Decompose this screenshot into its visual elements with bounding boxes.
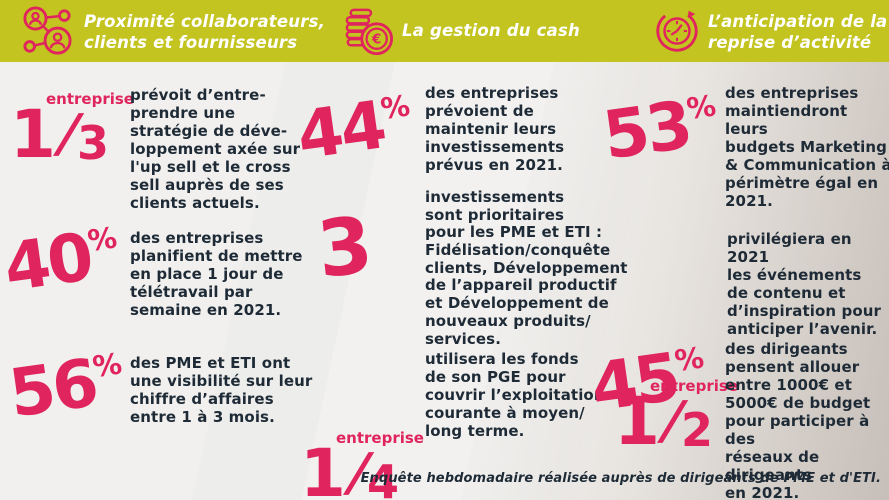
coins-euro-icon: € [345, 8, 394, 56]
percent-sign: % [672, 340, 706, 379]
stat-value-one-third: entreprise 1 / 3 [10, 90, 889, 167]
clock-restart-icon [656, 10, 698, 52]
people-network-icon [23, 6, 72, 55]
stat-unit-label: entreprise [650, 377, 738, 396]
survey-source-note: Enquête hebdomadaire réalisée auprès de … [360, 471, 881, 486]
stat-description: des entreprises maintiendront leurs budg… [725, 84, 889, 210]
fraction: 1 / 3 [10, 96, 109, 173]
stat-value-56-percent: 56 % [4, 344, 124, 433]
stat-description: prévoit d’entre- prendre une stratégie d… [130, 86, 301, 212]
stat-value-one-half: entreprise 1 / 2 [614, 377, 889, 454]
percent-sign: % [90, 346, 124, 385]
header-band: Proximité collaborateurs, clients et fou… [0, 0, 889, 62]
percent-sign: % [85, 220, 119, 259]
stat-value-40-percent: 40 % [0, 218, 119, 307]
stat-description: des entreprises prévoient de maintenir l… [425, 84, 565, 174]
stat-description: des dirigeants pensent allouer entre 100… [725, 340, 871, 500]
fraction: 1 / 2 [614, 383, 713, 461]
percent-sign: % [684, 88, 718, 127]
stat-value-3: 3 [313, 200, 377, 296]
stat-description: des PME et ETI ont une visibilité sur le… [130, 354, 313, 426]
percent-sign: % [378, 88, 412, 127]
stat-description: privilégiera en 2021 les événements de c… [727, 230, 882, 338]
header-section-proximite [22, 5, 72, 57]
header-section-cash: € [344, 7, 394, 57]
stat-description: utilisera les fonds de son PGE pour couv… [425, 350, 605, 440]
stat-unit-label: entreprise [336, 428, 424, 447]
svg-text:€: € [371, 33, 381, 48]
fraction: 1 / 4 [300, 440, 889, 500]
header-title-reprise: L’anticipation de la reprise d’activité [708, 12, 888, 53]
header-title-cash: La gestion du cash [402, 21, 580, 40]
stat-unit-label: entreprise [46, 90, 134, 108]
header-section-reprise [652, 6, 702, 56]
stat-description: investissements sont prioritaires pour l… [425, 188, 628, 348]
header-title-proximite: Proximité collaborateurs, clients et fou… [84, 12, 326, 53]
stat-value-one-quarter: entreprise 1 / 4 [300, 429, 889, 500]
stat-description: des entreprises planifient de mettre en … [130, 229, 303, 319]
